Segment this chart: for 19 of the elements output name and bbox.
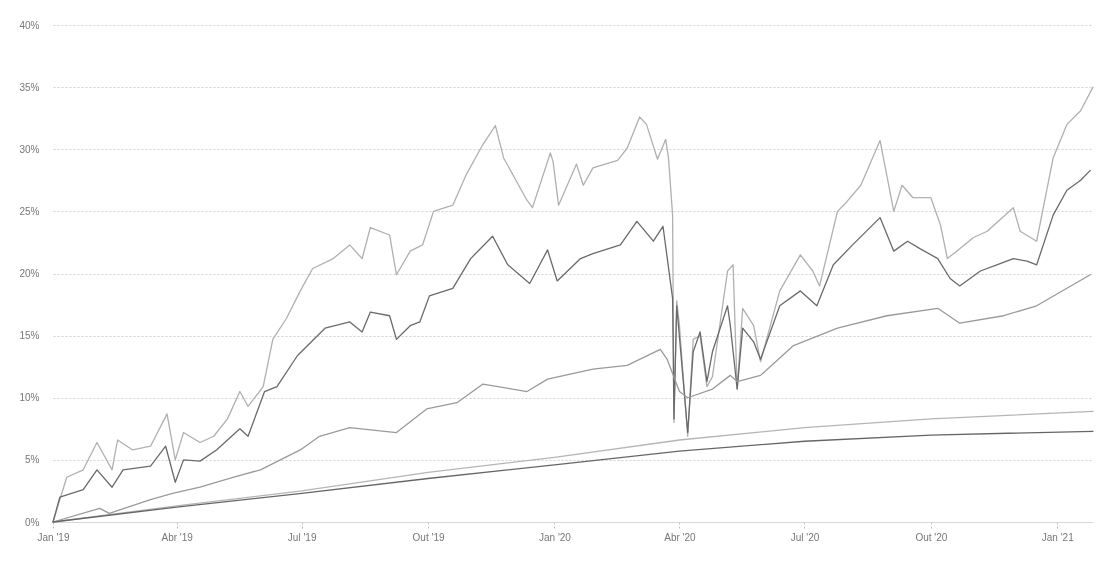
x-tick-label: Jul '20 [790,531,820,543]
x-tick-label: Out '19 [412,531,445,543]
y-tick-label: 35% [19,81,40,93]
x-tick-label: Jan '19 [37,531,70,543]
x-tick-label: Jan '21 [1041,531,1075,543]
x-tick-label: Jan '20 [538,531,572,543]
y-tick-label: 5% [25,454,40,466]
line-series [52,169,1091,523]
y-tick-label: 15% [19,330,40,342]
x-tick-label: Jul '19 [287,531,317,543]
y-tick-label: 40% [19,19,40,31]
x-tick-label: Abr '20 [664,531,697,543]
y-tick-label: 0% [25,516,40,528]
y-tick-label: 20% [19,268,40,279]
y-tick-label: 10% [19,392,40,404]
y-tick-label: 25% [19,205,40,217]
x-tick-label: Abr '19 [161,531,194,543]
x-tick-label: Out '20 [915,531,948,543]
y-tick-label: 30% [19,143,40,155]
